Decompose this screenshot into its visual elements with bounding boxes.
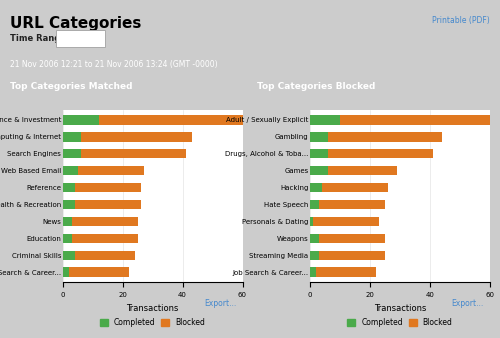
Bar (319, 200, 385, 209)
Bar (80, 132, 192, 142)
Bar (319, 234, 385, 243)
Text: Top Categories Matched: Top Categories Matched (10, 82, 132, 91)
Legend: Completed, Blocked: Completed, Blocked (344, 315, 456, 330)
Bar (62, 132, 80, 142)
Bar (98, 115, 242, 125)
Bar (62, 250, 74, 260)
Bar (80, 149, 186, 159)
Bar (310, 234, 319, 243)
Bar (310, 115, 340, 125)
Bar (62, 200, 74, 209)
Bar (310, 132, 328, 142)
Bar (62, 217, 72, 226)
Bar (68, 267, 128, 277)
Bar (62, 115, 98, 125)
Text: v: v (100, 36, 104, 41)
Bar (328, 166, 397, 175)
Bar (62, 267, 68, 277)
Bar (74, 200, 140, 209)
Text: Export...: Export... (204, 299, 236, 308)
Legend: Completed, Blocked: Completed, Blocked (97, 315, 208, 330)
Bar (340, 115, 490, 125)
Bar (328, 132, 442, 142)
Text: 21 Nov 2006 12:21 to 21 Nov 2006 13:24 (GMT -0000): 21 Nov 2006 12:21 to 21 Nov 2006 13:24 (… (10, 60, 218, 69)
Bar (72, 217, 138, 226)
Bar (313, 217, 379, 226)
X-axis label: Transactions: Transactions (126, 304, 178, 313)
Bar (328, 149, 433, 159)
Text: Export...: Export... (452, 299, 484, 308)
Bar (62, 149, 80, 159)
Bar (310, 200, 319, 209)
Bar (62, 166, 78, 175)
Bar (74, 250, 134, 260)
Bar (319, 250, 385, 260)
Text: URL Categories: URL Categories (10, 16, 141, 31)
Bar (62, 183, 74, 192)
Bar (310, 149, 328, 159)
Bar (310, 183, 322, 192)
FancyBboxPatch shape (56, 30, 106, 47)
X-axis label: Transactions: Transactions (374, 304, 426, 313)
Text: Printable (PDF): Printable (PDF) (432, 16, 490, 25)
Text: Top Categories Blocked: Top Categories Blocked (258, 82, 376, 91)
Bar (310, 267, 316, 277)
Bar (74, 183, 140, 192)
Bar (322, 183, 388, 192)
Text: Hour: Hour (58, 34, 76, 43)
Bar (72, 234, 138, 243)
Bar (310, 250, 319, 260)
Bar (62, 234, 72, 243)
Text: Time Range:: Time Range: (10, 34, 70, 43)
Bar (316, 267, 376, 277)
Bar (310, 217, 313, 226)
Bar (78, 166, 144, 175)
Bar (310, 166, 328, 175)
